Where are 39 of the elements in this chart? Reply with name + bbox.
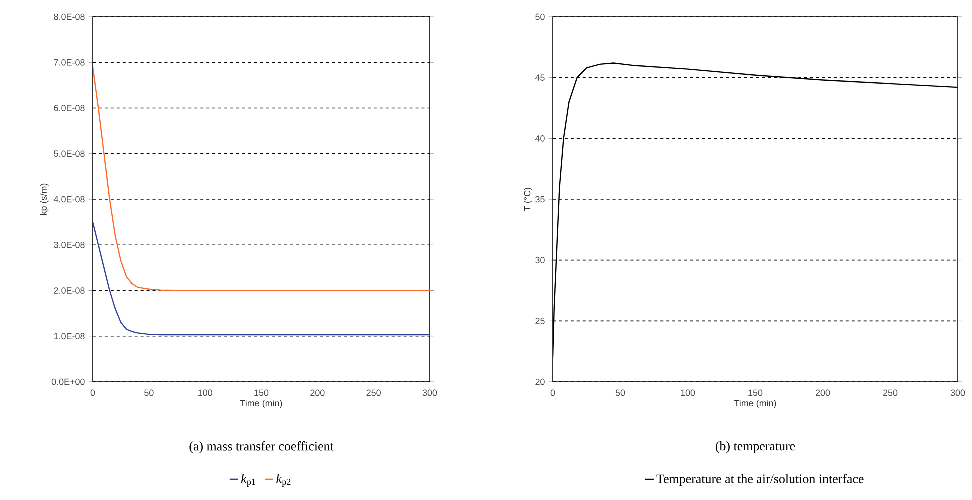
x-tick-label: 200 [310,390,325,396]
y-tick-label: 50 [536,14,545,20]
legend-label: k$_{p1}$ [241,474,256,487]
x-tick-label: 250 [883,390,898,396]
y-tick-label: 0.0E+00 [52,378,85,386]
text: (a) mass transfer coefficient [190,442,334,454]
y-tick-label: 4.0E-08 [54,196,85,203]
x-axis-title: Time (min) [734,400,776,408]
text: (b) temperature [716,442,796,454]
x-tick-label: 150 [748,390,763,396]
legend-label: k$_{p2}$ [276,474,291,487]
y-tick-label: 30 [536,257,545,264]
y-tick-label: 7.0E-08 [54,59,85,66]
y-tick-label: 8.0E-08 [54,14,85,20]
x-tick-label: 300 [422,390,438,396]
y-tick-label: 25 [536,318,545,324]
x-tick-label: 50 [144,390,154,396]
x-tick-label: 0 [90,390,96,396]
x-tick-label: 200 [816,390,830,396]
x-tick-label: 50 [616,390,626,396]
legend-label: Temperature at the air/solution interface [656,474,864,486]
y-tick-label: 5.0E-08 [54,150,85,158]
y-tick-label: 1.0E-08 [54,333,85,340]
x-tick-label: 100 [198,390,212,396]
y-tick-label: 45 [535,74,545,81]
x-tick-label: 100 [681,390,696,396]
y-tick-label: 3.0E-08 [54,242,85,248]
y-tick-label: 20 [536,378,545,386]
x-tick-label: 300 [950,390,966,396]
y-axis-title: T (°C) [524,188,532,212]
y-tick-label: 35 [536,196,545,203]
x-axis-title: Time (min) [240,400,282,408]
x-tick-label: 150 [254,390,269,396]
y-tick-label: 6.0E-08 [54,105,85,112]
y-axis-title: kp (s/m) [40,184,49,216]
x-tick-label: 250 [366,390,381,396]
y-tick-label: 2.0E-08 [54,288,85,294]
y-tick-label: 40 [535,135,545,142]
x-tick-label: 0 [550,390,556,396]
